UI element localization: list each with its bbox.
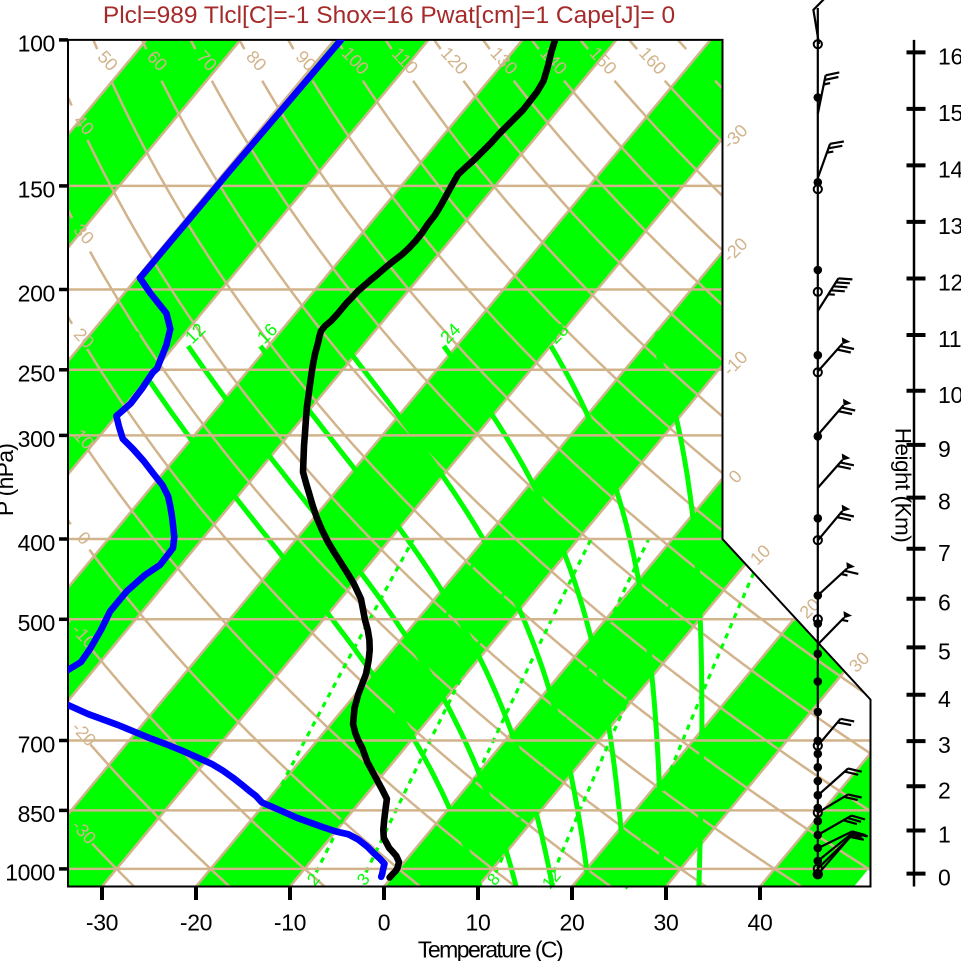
svg-text:300: 300	[18, 426, 55, 452]
svg-text:850: 850	[18, 801, 55, 827]
svg-text:-30: -30	[86, 910, 118, 936]
svg-text:1000: 1000	[5, 860, 55, 886]
svg-text:Temperature (C): Temperature (C)	[418, 937, 563, 962]
svg-text:12: 12	[938, 270, 961, 296]
svg-text:40: 40	[748, 910, 773, 936]
svg-text:-10: -10	[274, 910, 306, 936]
svg-text:700: 700	[18, 731, 55, 757]
svg-text:10: 10	[938, 382, 961, 408]
svg-text:5: 5	[938, 638, 950, 664]
svg-text:11: 11	[938, 326, 961, 352]
svg-text:15: 15	[938, 100, 961, 126]
svg-text:Height (Km): Height (Km)	[891, 428, 916, 543]
svg-text:6: 6	[938, 590, 950, 616]
svg-text:20: 20	[560, 910, 585, 936]
svg-text:500: 500	[18, 610, 55, 636]
svg-text:30: 30	[654, 910, 679, 936]
svg-text:3: 3	[938, 732, 950, 758]
svg-text:250: 250	[18, 361, 55, 387]
svg-text:200: 200	[18, 280, 55, 306]
svg-text:0: 0	[378, 910, 390, 936]
svg-text:9: 9	[938, 436, 950, 462]
svg-text:14: 14	[938, 156, 961, 182]
svg-text:-20: -20	[180, 910, 212, 936]
svg-text:16: 16	[938, 43, 961, 69]
svg-text:7: 7	[938, 540, 950, 566]
svg-text:P (hPa): P (hPa)	[0, 444, 18, 516]
svg-text:1: 1	[938, 822, 950, 848]
svg-text:13: 13	[938, 213, 961, 239]
svg-text:2: 2	[938, 777, 950, 803]
svg-text:4: 4	[938, 686, 951, 712]
svg-text:150: 150	[18, 177, 55, 203]
svg-text:10: 10	[466, 910, 491, 936]
svg-text:400: 400	[18, 530, 55, 556]
svg-text:8: 8	[938, 489, 950, 515]
svg-text:0: 0	[938, 865, 950, 891]
svg-text:Plcl=989 Tlcl[C]=-1 Shox=16 Pw: Plcl=989 Tlcl[C]=-1 Shox=16 Pwat[cm]=1 C…	[103, 2, 675, 29]
svg-text:100: 100	[18, 31, 55, 57]
